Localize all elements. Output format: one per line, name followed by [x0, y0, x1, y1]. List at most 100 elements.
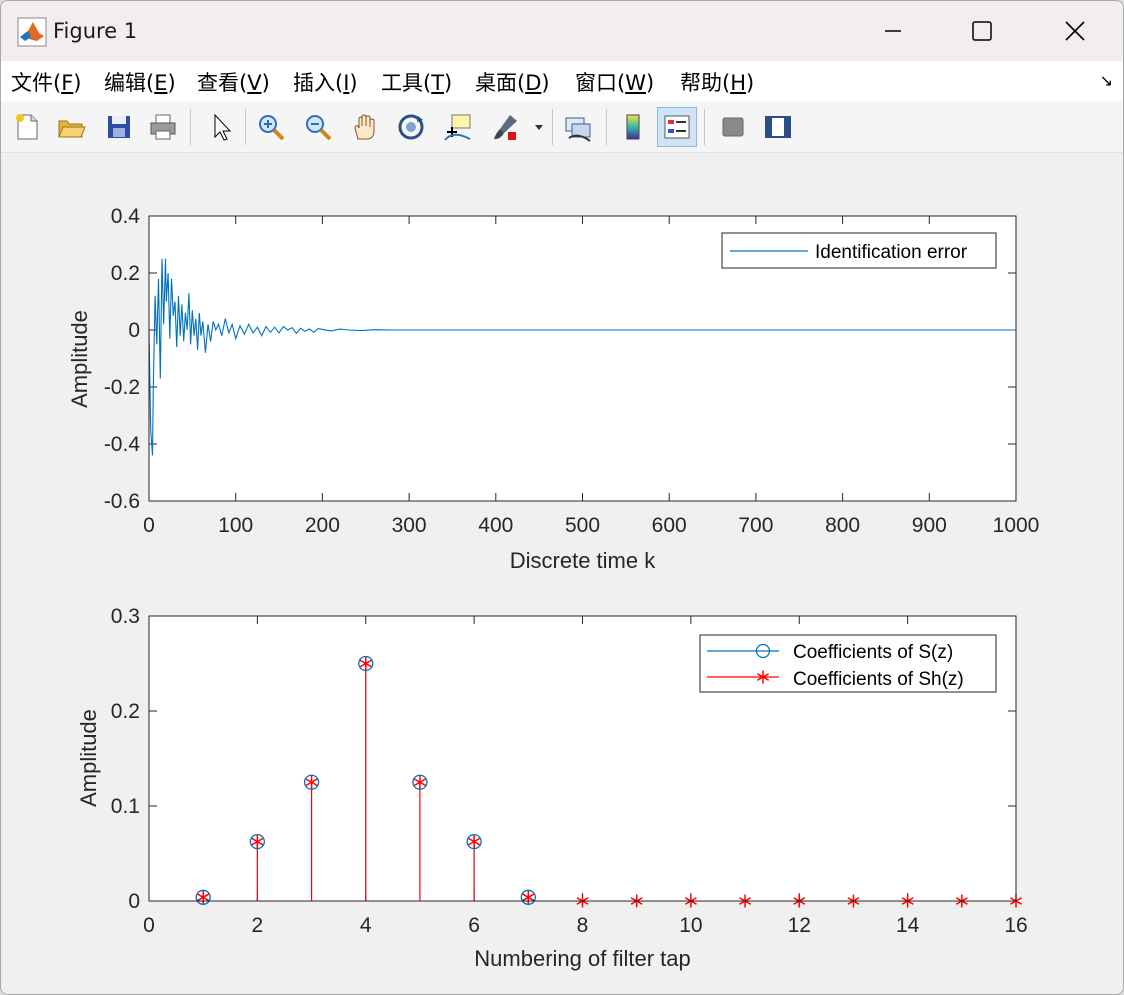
toolbar-separator	[245, 109, 246, 145]
show-plot-tools-button[interactable]	[758, 107, 798, 147]
menu-help[interactable]: 帮助(H)	[680, 71, 755, 95]
toolbar-separator	[552, 109, 553, 145]
axes-2-box	[148, 615, 1017, 902]
colorbar-button[interactable]	[613, 107, 653, 147]
save-button[interactable]	[99, 107, 139, 147]
close-button[interactable]	[1045, 9, 1105, 53]
stem-sh-marker	[413, 775, 426, 789]
brush-button[interactable]	[485, 107, 525, 147]
axes-2-xlabel: Numbering of filter tap	[474, 946, 690, 971]
menu-window[interactable]: 窗口(W)	[575, 71, 655, 95]
axes-1-ytick-label: -0.2	[104, 376, 140, 399]
select-button[interactable]	[201, 107, 241, 147]
stem-s-marker	[303, 774, 320, 790]
stem-sh-marker-stroke	[359, 659, 372, 668]
stem-s-marker	[466, 833, 482, 850]
stem-sh-marker	[522, 890, 535, 904]
link-plot-icon	[565, 117, 591, 142]
axes-2-xtick-label: 4	[360, 914, 372, 937]
legend-asterisk-glyph	[756, 670, 770, 684]
axes-2-ytick-label: 0.1	[111, 795, 140, 818]
stem-sh-marker-stroke	[251, 837, 264, 846]
axes-1-ytick-label: 0.2	[111, 262, 140, 285]
legend-button[interactable]	[657, 107, 697, 147]
legend-label-identification-error: Identification error	[815, 242, 968, 263]
stem-sh-marker-stroke	[522, 893, 535, 902]
brush-icon	[494, 115, 517, 140]
axes-1-xtick-label: 1000	[993, 514, 1040, 537]
legend-label-s: Coefficients of S(z)	[793, 642, 953, 663]
legend-icon	[664, 115, 690, 139]
maximize-icon	[972, 21, 992, 41]
dock-arrow-icon[interactable]: ↘	[1099, 71, 1113, 90]
open-file-button[interactable]	[51, 107, 91, 147]
new-figure-button[interactable]	[7, 107, 47, 147]
stem-s-marker	[358, 655, 374, 672]
axes-1-xtick-label: 100	[218, 514, 253, 537]
zoom-out-button[interactable]	[298, 107, 338, 147]
minimize-icon	[885, 30, 901, 32]
window-title: Figure 1	[53, 19, 138, 43]
figure-toolbar	[1, 101, 1123, 153]
stem-sh-marker	[468, 835, 481, 849]
legend-marker-asterisk	[756, 670, 770, 684]
axes-2-ylabel: Amplitude	[76, 709, 101, 807]
hide-plot-tools-icon	[722, 117, 744, 137]
figure-canvas: 0 100 200 300 400 500 600 700 800 900 1000-0.6-0.4…	[1, 153, 1123, 994]
menu-desktop[interactable]: 桌面(D)	[475, 71, 550, 95]
menu-tools[interactable]: 工具(T)	[381, 71, 453, 95]
axes-2-legend[interactable]: Coefficients of S(z) Coefficients of Sh(…	[699, 634, 997, 693]
menu-bar: 文件(F) 编辑(E) 查看(V) 插入(I) 工具(T) 桌面(D) 窗口(W…	[1, 61, 1123, 101]
axes-2[interactable]: 0 2 4 6 8 10 12 14 16 0 0.1 0.2 0.3 Numbering of fil…	[76, 605, 1028, 971]
stem-sh-marker-stroke	[413, 778, 426, 787]
axes-2-xtick-label: 12	[788, 914, 811, 937]
axes-1-ytick-label: 0.4	[111, 205, 141, 228]
menu-insert[interactable]: 插入(I)	[293, 71, 358, 95]
axes-1-xtick-label: 500	[565, 514, 600, 537]
print-button[interactable]	[143, 107, 183, 147]
toolbar-separator	[190, 109, 191, 145]
axes-1-legend[interactable]: Identification error	[721, 232, 997, 269]
menu-file[interactable]: 文件(F)	[11, 71, 82, 95]
stem-s-marker	[412, 774, 428, 790]
axes-1-xtick-label: 400	[478, 514, 513, 537]
minimize-button[interactable]	[863, 9, 923, 53]
zoom-in-icon	[259, 115, 285, 141]
stem-sh-marker-stroke	[197, 893, 210, 902]
axes-2-xtick-label: 2	[252, 914, 264, 937]
axes-2-xtick-label: 10	[679, 914, 702, 937]
close-icon	[1065, 21, 1085, 41]
link-plot-button[interactable]	[558, 107, 598, 147]
colorbar-icon	[626, 114, 640, 140]
axes-1-xtick-label: 600	[652, 514, 687, 537]
axes-2-xtick-label: 16	[1004, 914, 1027, 937]
data-cursor-button[interactable]	[438, 107, 478, 147]
print-icon	[150, 114, 176, 140]
menu-view[interactable]: 查看(V)	[197, 71, 270, 95]
save-icon	[108, 116, 130, 138]
select-arrow-icon	[214, 113, 232, 141]
hide-plot-tools-button[interactable]	[713, 107, 753, 147]
stem-sh-marker-stroke	[305, 778, 318, 787]
rotate-3d-button[interactable]	[391, 107, 431, 147]
stem-sh-marker	[251, 835, 264, 849]
axes-2-tick-labels: 0 2 4 6 8 10 12 14 16 0 0.1 0.2 0.3	[111, 605, 1028, 937]
title-bar: Figure 1	[1, 1, 1123, 61]
maximize-button[interactable]	[952, 9, 1012, 53]
axes-1-ytick-label: 0	[128, 319, 140, 342]
brush-dropdown[interactable]	[527, 107, 551, 147]
axes-2-ytick-label: 0.3	[111, 605, 140, 628]
pan-button[interactable]	[345, 107, 385, 147]
menu-edit[interactable]: 编辑(E)	[104, 71, 176, 95]
new-figure-icon	[16, 114, 38, 140]
pan-hand-icon	[354, 114, 375, 140]
legend-asterisk-glyph-stroke	[756, 673, 770, 681]
open-file-icon	[58, 120, 86, 138]
legend-label-sh: Coefficients of Sh(z)	[793, 669, 964, 690]
axes-1-xtick-label: 200	[305, 514, 340, 537]
axes-1-xtick-label: 900	[912, 514, 947, 537]
axes-1[interactable]: 0 100 200 300 400 500 600 700 800 900 1000 -0.6 -0.4…	[67, 205, 1039, 573]
zoom-in-button[interactable]	[251, 107, 291, 147]
matlab-logo-icon	[17, 17, 47, 47]
axes-1-ytick-label: -0.4	[104, 433, 141, 456]
